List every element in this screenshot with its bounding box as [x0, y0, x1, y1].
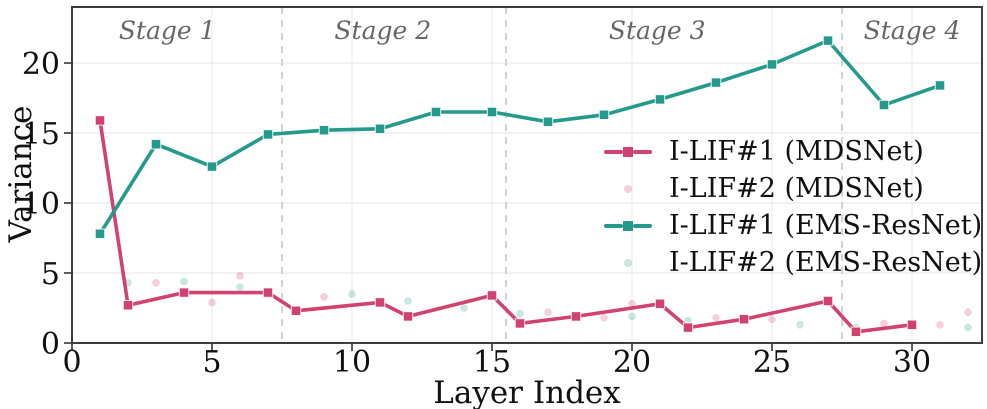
dot-swatch — [604, 182, 652, 195]
series-line — [98, 118, 914, 334]
scatter-point — [320, 293, 328, 301]
scatter-point — [964, 308, 972, 317]
scatter-point — [628, 312, 636, 321]
series-line — [98, 38, 942, 236]
y-tick-label: 15 — [22, 117, 60, 152]
scatter-point — [348, 290, 356, 298]
series-marker — [906, 319, 918, 331]
line-marker-swatch — [604, 145, 652, 158]
line-marker-swatch — [604, 219, 652, 232]
series-marker — [262, 129, 274, 140]
legend-item-ilif1-mdsnet: I-LIF#1 (MDSNet) — [604, 133, 982, 170]
dot-swatch — [604, 256, 652, 269]
scatter-point — [600, 314, 608, 322]
series-marker — [94, 228, 106, 240]
y-tick-label: 20 — [22, 47, 60, 82]
x-tick-label: 30 — [893, 345, 931, 380]
series-marker — [486, 290, 498, 301]
scatter-point — [880, 319, 888, 328]
scatter-point — [516, 309, 524, 318]
series-marker — [374, 297, 386, 308]
series-marker — [402, 311, 414, 322]
series-marker — [374, 123, 386, 134]
series-marker — [542, 116, 554, 127]
legend: I-LIF#1 (MDSNet) I-LIF#2 (MDSNet) I-LIF#… — [604, 133, 982, 281]
legend-item-ilif1-emsresnet: I-LIF#1 (EMS-ResNet) — [604, 207, 982, 244]
scatter-point — [544, 308, 552, 317]
axes-frame — [71, 6, 983, 344]
x-tick-label: 15 — [473, 345, 511, 380]
scatter-point — [796, 321, 804, 329]
series-marker — [150, 139, 162, 150]
scatter-point — [236, 283, 244, 291]
series-marker — [290, 305, 302, 317]
stage-3-label: Stage 3 — [608, 16, 706, 45]
scatter-point — [152, 279, 160, 287]
series-marker — [430, 106, 442, 118]
legend-item-ilif2-emsresnet: I-LIF#2 (EMS-ResNet) — [604, 244, 982, 281]
scatter-point — [768, 315, 776, 324]
scatter-point — [208, 298, 216, 307]
x-tick-label: 5 — [202, 345, 221, 380]
legend-item-ilif2-mdsnet: I-LIF#2 (MDSNet) — [604, 170, 982, 207]
scatter-point — [712, 314, 720, 322]
series-marker — [654, 298, 666, 310]
x-tick-label: 10 — [333, 345, 371, 380]
series-marker — [878, 99, 890, 111]
series-marker — [822, 35, 834, 46]
y-axis-label: Variance — [3, 105, 39, 243]
scatter-point — [180, 277, 188, 286]
y-tick-label: 0 — [41, 327, 60, 362]
x-tick-label: 0 — [62, 345, 81, 380]
legend-label: I-LIF#1 (EMS-ResNet) — [669, 210, 983, 241]
series-marker — [766, 59, 778, 70]
series-marker — [122, 300, 134, 311]
stage-2-label: Stage 2 — [334, 16, 432, 45]
series-marker — [822, 295, 834, 307]
legend-label: I-LIF#2 (EMS-ResNet) — [669, 247, 983, 278]
scatter-point — [236, 272, 244, 280]
series-marker — [318, 125, 330, 136]
series-marker — [934, 80, 946, 91]
scatter-point — [936, 321, 944, 329]
series-marker — [598, 109, 610, 120]
scatter-point — [404, 297, 412, 305]
series-marker — [682, 322, 694, 333]
scatter-point — [964, 323, 972, 332]
series-marker — [178, 287, 190, 298]
series-marker — [850, 326, 862, 338]
series-marker — [710, 77, 722, 88]
stage-4-label: Stage 4 — [863, 16, 961, 45]
series-marker — [206, 161, 218, 172]
x-axis-label: Layer Index — [433, 375, 621, 409]
series-marker — [654, 94, 666, 105]
legend-label: I-LIF#2 (MDSNet) — [669, 173, 924, 204]
y-tick-label: 10 — [22, 187, 60, 222]
legend-label: I-LIF#1 (MDSNet) — [669, 136, 924, 167]
y-tick-label: 5 — [41, 257, 60, 292]
x-tick-label: 25 — [753, 345, 791, 380]
scatter-point — [628, 300, 636, 308]
series-marker — [570, 311, 582, 322]
x-tick-label: 20 — [613, 345, 651, 380]
series-marker — [94, 115, 106, 126]
series-marker — [738, 314, 750, 325]
scatter-point — [460, 304, 468, 312]
series-marker — [262, 287, 274, 298]
series-marker — [486, 106, 498, 118]
stage-1-label: Stage 1 — [118, 16, 216, 45]
series-marker — [514, 318, 526, 329]
